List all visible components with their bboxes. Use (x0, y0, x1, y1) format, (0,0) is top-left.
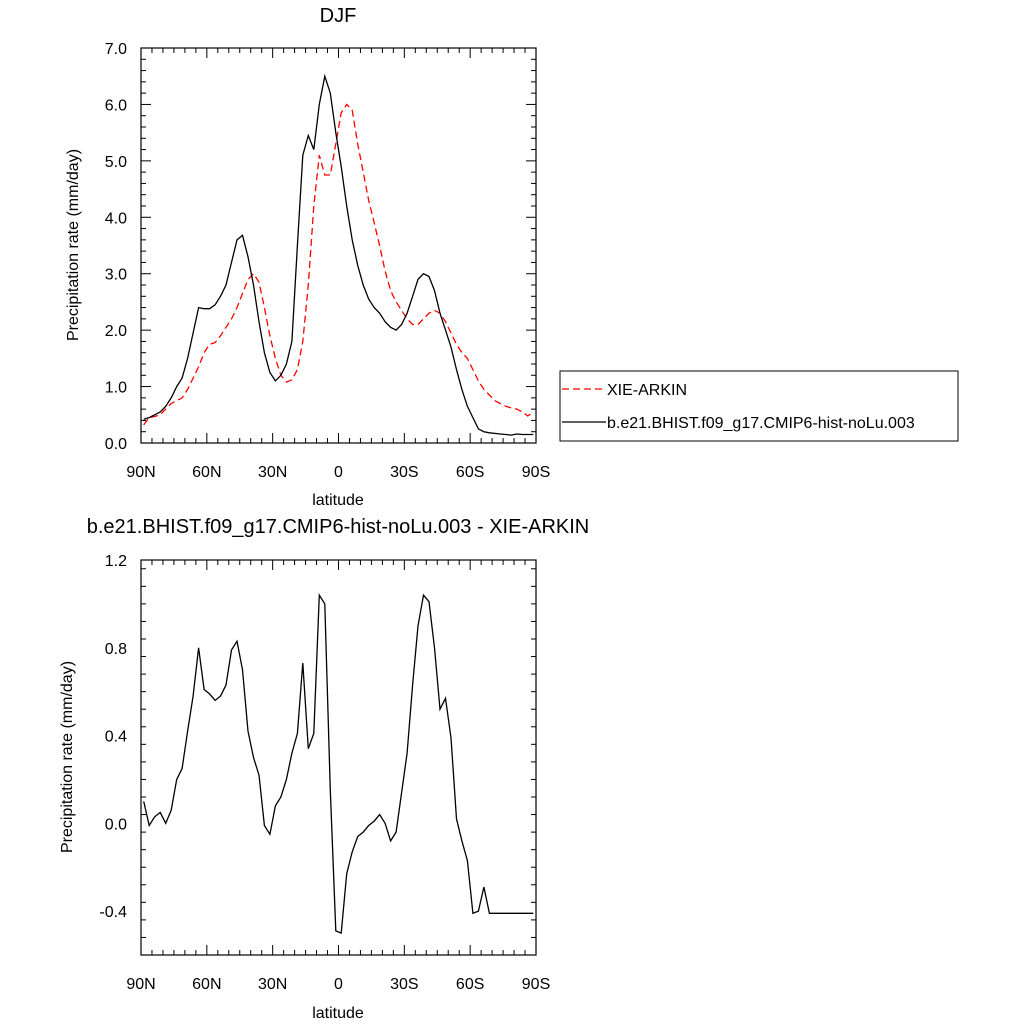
x-tick-label: 60N (192, 464, 221, 481)
x-tick-label: 90S (522, 464, 550, 481)
x-tick-label: 60S (456, 464, 484, 481)
panel-difference-series (143, 592, 534, 935)
x-tick-label: 90N (126, 976, 155, 993)
panel-djf: DJF 90N 60N 30N 0 30S 60S 90S 0.0 1.0 2.0 3.0 4.0 5.… (65, 5, 959, 509)
y-tick-label: 7.0 (105, 41, 127, 58)
y-tick-label: 1.2 (105, 553, 127, 570)
x-tick-label: 0 (334, 976, 343, 993)
y-tick-label: 5.0 (105, 154, 127, 171)
plot-frame-difference (140, 559, 537, 956)
panel-difference-tick-labels: 90N 60N 30N 0 30S 60S 90S -0.4 0.0 0.4 0.8 1.2 (99, 553, 550, 993)
x-tick-label: 30S (390, 464, 418, 481)
panel-difference: b.e21.BHIST.f09_g17.CMIP6-hist-noLu.003 … (59, 516, 589, 1022)
y-tick-label: 0.4 (105, 729, 127, 746)
series-line-0 (143, 592, 534, 935)
x-tick-label: 30S (390, 976, 418, 993)
x-tick-label: 0 (334, 464, 343, 481)
y-tick-label: -0.4 (99, 904, 127, 921)
y-axis-label-difference: Precipitation rate (mm/day) (59, 661, 76, 853)
legend-label-xie-arkin: XIE-ARKIN (607, 382, 687, 399)
legend-label-model: b.e21.BHIST.f09_g17.CMIP6-hist-noLu.003 (607, 415, 915, 432)
y-tick-label: 0.8 (105, 641, 127, 658)
panel-difference-ticks (140, 560, 537, 956)
panel-djf-ticks (140, 47, 537, 444)
chart-title: DJF (320, 5, 357, 27)
y-tick-label: 4.0 (105, 210, 127, 227)
x-axis-label: latitude (312, 492, 364, 509)
y-axis-label: Precipitation rate (mm/day) (65, 149, 82, 341)
chart-title-difference: b.e21.BHIST.f09_g17.CMIP6-hist-noLu.003 … (87, 516, 589, 538)
x-tick-label: 90N (126, 464, 155, 481)
y-tick-label: 2.0 (105, 323, 127, 340)
panel-djf-series (143, 73, 534, 436)
x-axis-label-difference: latitude (312, 1005, 364, 1022)
y-tick-label: 0.0 (105, 816, 127, 833)
y-tick-label: 6.0 (105, 97, 127, 114)
plot-frame (140, 47, 537, 444)
y-tick-label: 1.0 (105, 380, 127, 397)
legend-box (559, 370, 959, 442)
x-tick-label: 30N (258, 976, 287, 993)
panel-djf-tick-labels: 90N 60N 30N 0 30S 60S 90S 0.0 1.0 2.0 3.0 4.0 5.0 6.0… (105, 41, 550, 481)
x-tick-label: 60S (456, 976, 484, 993)
x-tick-label: 90S (522, 976, 550, 993)
y-tick-label: 0.0 (105, 436, 127, 453)
x-tick-label: 60N (192, 976, 221, 993)
series-line-1 (143, 73, 534, 436)
x-tick-label: 30N (258, 464, 287, 481)
legend: XIE-ARKIN b.e21.BHIST.f09_g17.CMIP6-hist… (559, 370, 959, 442)
series-line-0 (143, 103, 534, 426)
y-tick-label: 3.0 (105, 267, 127, 284)
